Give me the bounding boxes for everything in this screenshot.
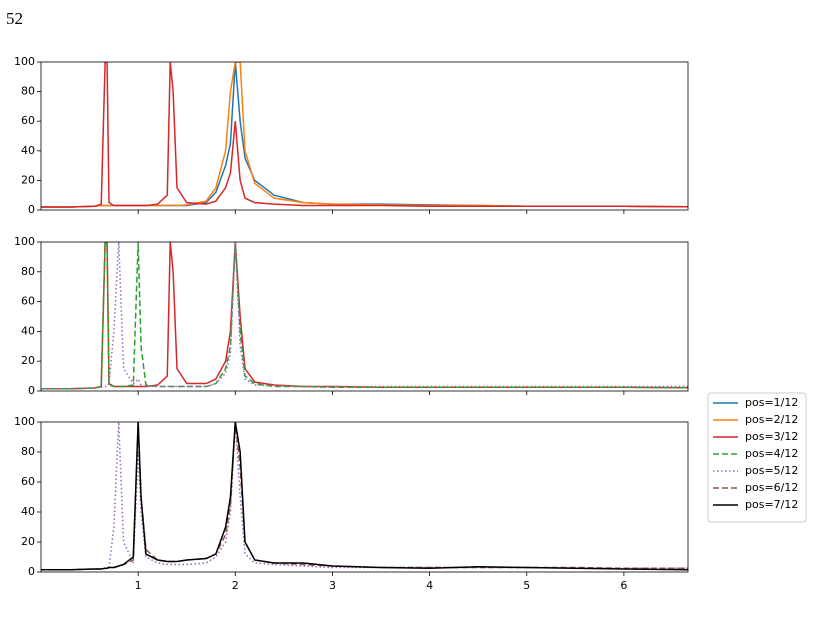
y-tick-label: 40: [21, 505, 35, 518]
y-tick-label: 80: [21, 265, 35, 278]
legend-box: [707, 392, 807, 523]
axes-frame: [40, 61, 689, 211]
y-tick-label: 60: [21, 475, 35, 488]
x-tick-label: 4: [426, 579, 433, 592]
y-tick-label: 80: [21, 85, 35, 98]
y-tick-label: 80: [21, 445, 35, 458]
y-tick-label: 60: [21, 295, 35, 308]
series-line: [41, 62, 688, 208]
x-tick-label: 6: [620, 579, 627, 592]
y-tick-label: 40: [21, 324, 35, 337]
x-tick-label: 1: [135, 579, 142, 592]
legend-label: pos=4/12: [745, 447, 798, 460]
y-tick-label: 100: [14, 415, 35, 428]
x-tick-label: 5: [523, 579, 530, 592]
series-line: [41, 62, 688, 208]
legend-label: pos=1/12: [745, 396, 798, 409]
axes-frame: [40, 421, 689, 573]
page-number: 52: [6, 9, 23, 28]
series-line: [41, 242, 688, 390]
legend-label: pos=5/12: [745, 464, 798, 477]
legend-label: pos=7/12: [745, 498, 798, 511]
y-tick-label: 60: [21, 114, 35, 127]
plot-area: [41, 422, 688, 571]
y-tick-label: 40: [21, 144, 35, 157]
legend-label: pos=3/12: [745, 430, 798, 443]
series-line: [41, 242, 688, 390]
y-tick-label: 0: [28, 565, 35, 578]
x-tick-label: 3: [329, 579, 336, 592]
axes-frame: [40, 241, 689, 392]
series-line: [41, 422, 688, 571]
legend-label: pos=2/12: [745, 413, 798, 426]
plot-area: [41, 62, 688, 208]
series-line: [41, 62, 688, 208]
y-tick-label: 100: [14, 55, 35, 68]
y-tick-label: 0: [28, 203, 35, 216]
y-tick-label: 0: [28, 384, 35, 397]
y-tick-label: 100: [14, 235, 35, 248]
y-tick-label: 20: [21, 173, 35, 186]
plot-area: [41, 242, 688, 390]
legend-label: pos=6/12: [745, 481, 798, 494]
x-tick-label: 2: [232, 579, 239, 592]
y-tick-label: 20: [21, 535, 35, 548]
y-tick-label: 20: [21, 354, 35, 367]
